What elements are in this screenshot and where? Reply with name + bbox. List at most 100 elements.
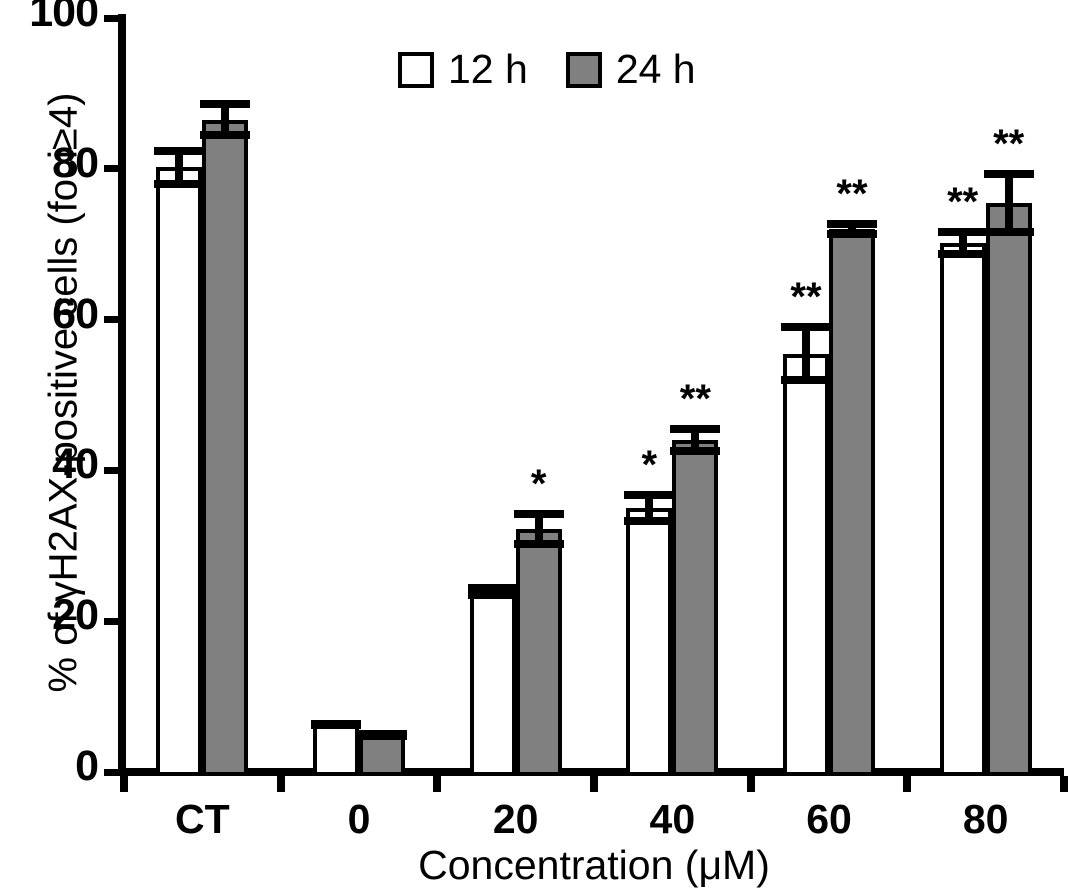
y-tick-label: 40 [52,440,99,489]
error-bar [937,227,988,258]
x-tick [1060,776,1068,792]
error-bar-stem [958,227,967,258]
error-bar-stem [645,490,654,526]
x-tick [276,776,285,792]
error-bar-stem [221,100,230,140]
x-tick-label: 80 [962,796,1009,842]
error-bar-cap-bottom [670,447,721,456]
error-bar-cap-top [983,169,1034,178]
significance-marker: ** [993,121,1025,166]
y-tick-label: 0 [75,742,99,790]
y-tick [104,165,119,173]
error-bar-cap-top [937,227,988,236]
error-bar-cap-top [200,100,251,109]
bar-80-12h [939,242,986,776]
bar-CT-12h [156,167,203,776]
y-tick-label: 80 [52,138,99,187]
y-axis-line [118,14,126,776]
bar-40-24h [672,440,719,776]
error-bar [781,323,831,384]
y-tick-label: 60 [52,289,99,338]
error-bar-stem [534,510,543,549]
legend-entry-12h: 12 h [398,46,528,93]
error-bar-stem [175,146,184,188]
error-bar [827,220,877,239]
legend-entry-24h: 24 h [565,46,696,93]
x-tick-label: 40 [649,796,696,842]
error-bar-cap-top [467,583,518,592]
error-bar-cap-bottom [827,230,877,239]
y-tick [104,768,119,776]
significance-marker: * [530,462,547,507]
x-tick-label: 60 [806,796,852,842]
error-bar-stem [848,220,856,239]
y-tick-label: 100 [29,0,99,36]
chart-legend: 12 h 24 h [398,46,696,93]
error-bar-cap-bottom [937,249,988,258]
error-bar [154,146,205,188]
legend-label-12h: 12 h [448,46,528,92]
y-tick [104,466,119,474]
x-tick-label: 0 [347,796,371,842]
bar-CT-24h [202,119,249,776]
error-bar-stem [1004,169,1013,236]
error-bar-cap-bottom [624,517,675,526]
bar-20-12h [469,591,516,776]
plot-area: * ** ** * ** ** ** [124,18,1064,776]
significance-marker: ** [679,377,711,422]
error-bar-cap-bottom [154,179,205,188]
x-tick [120,776,128,792]
gray-square-icon [565,51,602,88]
y-tick [104,14,119,22]
error-bar-cap-bottom [357,732,407,741]
error-bar-cap-top [624,490,675,499]
error-bar-cap-bottom [311,719,361,728]
x-tick [433,776,442,792]
significance-marker: ** [947,179,979,224]
error-bar-stem [802,323,810,384]
error-bar-cap-bottom [200,131,251,140]
error-bar-cap-top [670,425,721,434]
error-bar-cap-top [781,323,831,332]
x-tick [590,776,598,792]
error-bar [200,100,251,140]
error-bar-cap-bottom [781,375,831,384]
y-axis-label: % of γH2AX-positive cells (foci≥4) [41,92,86,693]
error-bar [670,425,721,456]
error-bar [513,510,564,549]
error-bar-cap-top [513,510,564,519]
y-tick [104,617,119,625]
y-tick-label: 20 [52,591,99,640]
bar-80-24h [985,202,1032,776]
error-bar-cap-top [154,146,205,155]
error-bar-stem [691,425,700,456]
error-bar-cap-bottom [467,590,518,599]
x-tick [903,776,912,792]
significance-marker: ** [836,172,868,217]
y-tick [104,316,119,324]
bar-0-24h [359,735,405,776]
bar-60-24h [829,229,875,776]
bar-40-12h [626,508,673,776]
error-bar-cap-top [827,220,877,229]
x-tick-label: CT [175,796,230,842]
x-axis-line [118,768,1064,776]
bar-60-12h [783,353,829,776]
bar-0-12h [313,724,359,776]
bar-20-24h [515,529,562,776]
error-bar [983,169,1034,236]
significance-marker: ** [790,275,822,320]
significance-marker: * [641,442,658,487]
x-axis-label: Concentration (μM) [418,842,770,888]
error-bar [467,583,518,599]
error-bar [311,719,361,730]
x-tick-label: 20 [492,796,539,842]
x-tick [746,776,755,792]
white-square-icon [398,51,434,88]
error-bar-cap-bottom [983,227,1034,236]
error-bar [624,490,675,526]
error-bar [357,729,407,741]
legend-label-24h: 24 h [615,46,696,92]
error-bar-cap-bottom [513,540,564,549]
